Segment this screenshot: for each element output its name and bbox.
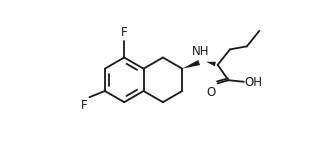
Polygon shape xyxy=(206,62,216,66)
Polygon shape xyxy=(182,60,200,69)
Text: NH: NH xyxy=(192,45,209,58)
Text: OH: OH xyxy=(245,76,263,89)
Text: F: F xyxy=(81,99,88,112)
Text: F: F xyxy=(121,26,128,39)
Text: O: O xyxy=(207,86,216,99)
